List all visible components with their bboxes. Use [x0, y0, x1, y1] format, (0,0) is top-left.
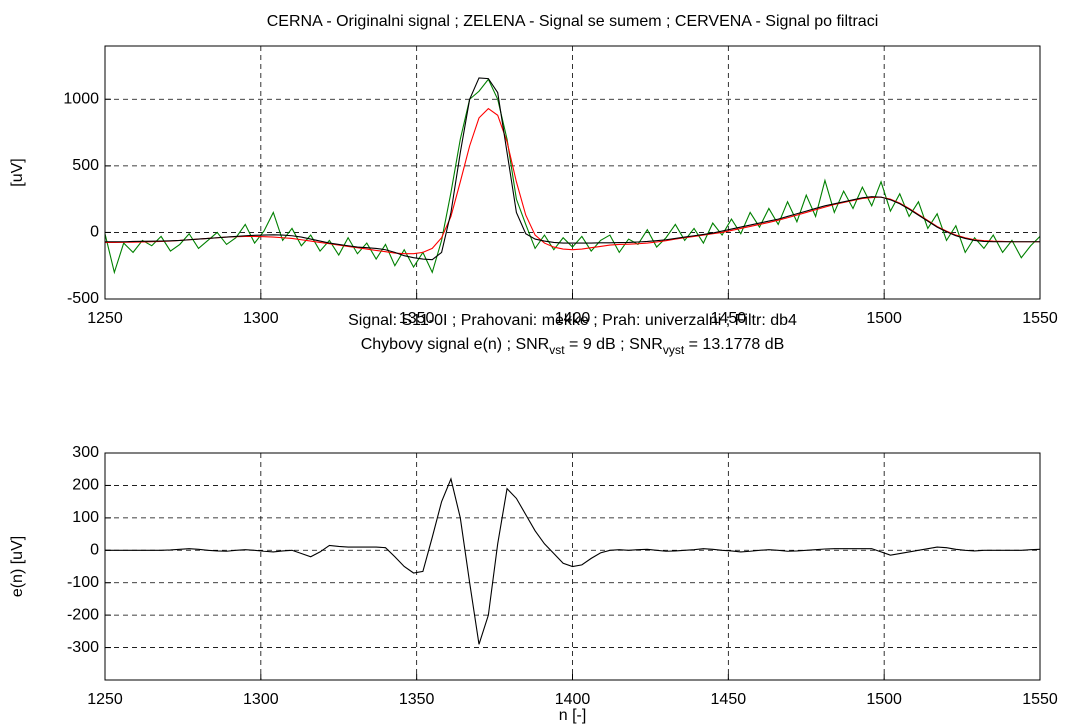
y-tick-label: 300	[72, 444, 99, 461]
x-tick-label: 1400	[555, 691, 591, 708]
y-tick-label: -100	[67, 574, 99, 591]
y-tick-label: 1000	[63, 90, 99, 107]
x-tick-label: 1300	[243, 310, 279, 327]
x-tick-label: 1250	[87, 691, 123, 708]
x-axis-label: Signal: S11-0I ; Prahovani: mekke ; Prah…	[348, 312, 797, 329]
x-tick-label: 1300	[243, 691, 279, 708]
x-tick-label: 1350	[399, 691, 435, 708]
chart-title: Chybovy signal e(n) ; SNRvst = 9 dB ; SN…	[361, 336, 785, 357]
title-part: = 13.1778 dB	[684, 336, 784, 353]
x-tick-label: 1350	[399, 310, 435, 327]
y-tick-label: 0	[90, 542, 99, 559]
chart-title: CERNA - Originalni signal ; ZELENA - Sig…	[267, 13, 879, 30]
title-subscript: vst	[549, 343, 565, 357]
y-axis-label: [uV]	[9, 158, 26, 186]
y-tick-label: -500	[67, 290, 99, 307]
y-axis-label: e(n) [uV]	[9, 536, 26, 597]
x-tick-label: 1550	[1022, 310, 1058, 327]
title-part: Chybovy signal e(n) ; SNR	[361, 336, 550, 353]
axes-frame	[104, 452, 1041, 681]
x-tick-label: 1500	[866, 691, 902, 708]
title-part: = 9 dB ; SNR	[565, 336, 663, 353]
x-tick-label: 1450	[711, 310, 747, 327]
x-tick-label: 1450	[711, 691, 747, 708]
x-tick-label: 1250	[87, 310, 123, 327]
x-tick-label: 1400	[555, 310, 591, 327]
signal-line	[105, 477, 1041, 645]
x-axis-label: n [-]	[559, 707, 587, 724]
y-tick-label: 200	[72, 477, 99, 494]
y-tick-label: -200	[67, 606, 99, 623]
y-tick-label: -300	[67, 639, 99, 656]
x-tick-label: 1500	[866, 310, 902, 327]
y-tick-label: 0	[90, 224, 99, 241]
signal-line	[105, 77, 1040, 261]
x-tick-label: 1550	[1022, 691, 1058, 708]
title-subscript: vyst	[663, 343, 685, 357]
y-tick-label: 500	[72, 157, 99, 174]
axes-frame	[104, 45, 1041, 300]
y-tick-label: 100	[72, 509, 99, 526]
